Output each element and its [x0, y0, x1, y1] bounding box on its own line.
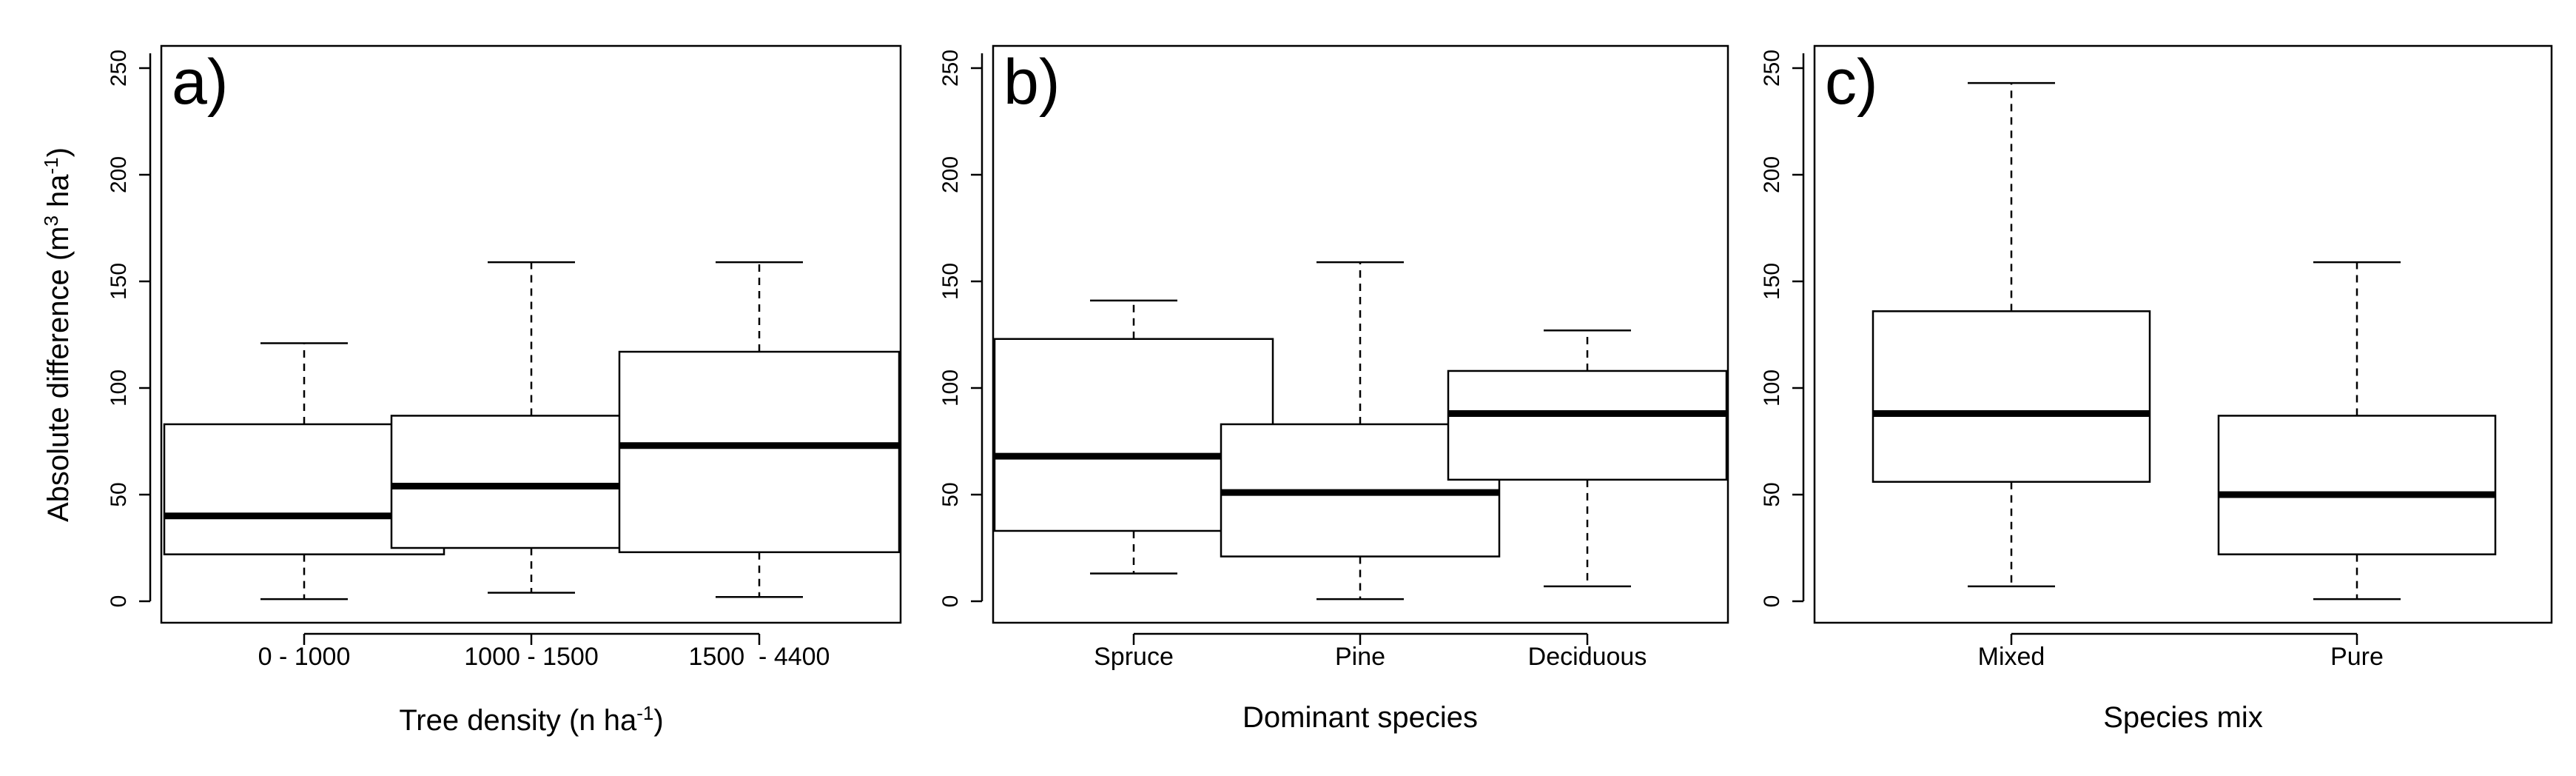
x-category-label: Pine	[1335, 643, 1385, 671]
y-tick-label: 0	[107, 595, 131, 608]
panel-c: c) 0 50 100 150 200 250 Mixed Pure Speci…	[1760, 44, 2553, 734]
y-tick-label: 50	[938, 482, 963, 506]
y-tick-label: 200	[107, 156, 131, 193]
panel-a-x-axis: 0 - 1000 1000 - 1500 1500 - 4400	[258, 632, 830, 671]
x-axis-title: Species mix	[2103, 701, 2263, 734]
panel-c-x-axis: Mixed Pure	[1978, 632, 2384, 671]
x-category-label: Mixed	[1978, 643, 2045, 671]
y-tick-label: 150	[938, 263, 963, 300]
iqr-box	[2217, 415, 2497, 555]
y-tick-label: 250	[1760, 50, 1784, 87]
panel-c-y-axis: 0 50 100 150 200 250	[1760, 50, 1805, 608]
x-category-label: 1500 - 4400	[689, 643, 830, 671]
y-tick-label: 50	[107, 482, 131, 506]
x-category-label: Pure	[2330, 643, 2384, 671]
panel-b-frame	[992, 44, 1729, 624]
panel-b-boxes	[993, 261, 1728, 601]
panel-b-x-axis: Spruce Pine Deciduous	[1094, 632, 1647, 671]
y-tick-label: 250	[107, 50, 131, 87]
panel-c-letter: c)	[1825, 47, 1878, 118]
panel-b: b) 0 50 100 150 200 250 Spruce Pine Deci…	[938, 44, 1729, 734]
y-tick-label: 150	[1760, 263, 1784, 300]
y-tick-label: 200	[938, 156, 963, 193]
x-axis-title: Tree density (n ha-1)	[399, 702, 663, 737]
iqr-box	[1447, 369, 1728, 481]
panel-c-frame	[1813, 44, 2553, 624]
box-group	[2217, 261, 2497, 601]
y-tick-label: 100	[1760, 369, 1784, 407]
panel-a-frame	[160, 44, 902, 624]
panel-a-boxes	[163, 261, 901, 601]
y-tick-label: 50	[1760, 482, 1784, 506]
x-category-label: 1000 - 1500	[464, 643, 599, 671]
y-tick-label: 150	[107, 263, 131, 300]
x-category-label: Deciduous	[1528, 643, 1647, 671]
x-category-label: Spruce	[1094, 643, 1174, 671]
y-tick-label: 0	[1760, 595, 1784, 608]
panel-a-letter: a)	[172, 47, 228, 118]
panel-a-y-axis: 0 50 100 150 200 250	[107, 50, 152, 608]
panel-a: a) 0 50 100 150 200 250 Absolute differe…	[40, 44, 902, 737]
y-tick-label: 0	[938, 595, 963, 608]
y-axis-title: Absolute difference (m3 ha-1)	[40, 147, 75, 522]
y-tick-label: 250	[938, 50, 963, 87]
panel-c-boxes	[1872, 81, 2497, 601]
iqr-box	[618, 350, 901, 554]
y-tick-label: 200	[1760, 156, 1784, 193]
iqr-box	[1872, 310, 2151, 483]
box-group	[618, 261, 901, 598]
box-group	[1447, 329, 1728, 588]
y-tick-label: 100	[107, 369, 131, 407]
x-axis-title: Dominant species	[1242, 701, 1478, 734]
panel-b-letter: b)	[1003, 47, 1060, 118]
panel-b-y-axis: 0 50 100 150 200 250	[938, 50, 983, 608]
x-category-label: 0 - 1000	[258, 643, 351, 671]
y-tick-label: 100	[938, 369, 963, 407]
box-group	[1872, 81, 2151, 588]
